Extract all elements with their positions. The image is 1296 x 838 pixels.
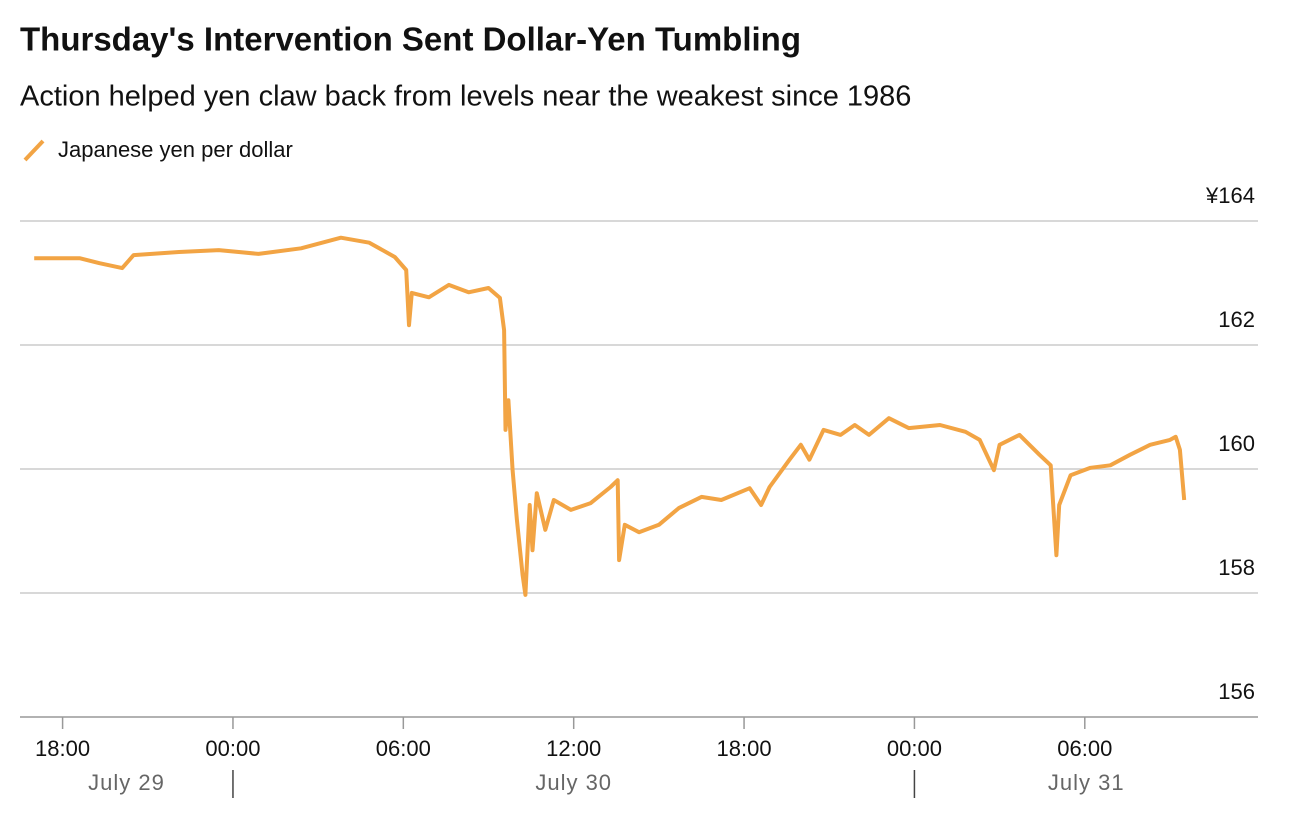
x-tick-label: 18:00 bbox=[717, 736, 772, 761]
y-tick-label: 156 bbox=[1218, 679, 1255, 704]
date-label: July 30 bbox=[535, 770, 612, 795]
y-tick-label: 162 bbox=[1218, 307, 1255, 332]
chart-title: Thursday's Intervention Sent Dollar-Yen … bbox=[20, 21, 801, 58]
x-tick-label: 00:00 bbox=[887, 736, 942, 761]
legend-label: Japanese yen per dollar bbox=[58, 137, 293, 162]
y-tick-label: ¥164 bbox=[1205, 183, 1255, 208]
series-line bbox=[34, 235, 1187, 597]
x-tick-label: 18:00 bbox=[35, 736, 90, 761]
x-tick-label: 00:00 bbox=[205, 736, 260, 761]
chart-subtitle: Action helped yen claw back from levels … bbox=[20, 81, 911, 113]
y-tick-label: 160 bbox=[1218, 431, 1255, 456]
x-tick-label: 12:00 bbox=[546, 736, 601, 761]
x-tick-label: 06:00 bbox=[376, 736, 431, 761]
y-tick-label: 158 bbox=[1218, 555, 1255, 580]
x-tick-label: 06:00 bbox=[1057, 736, 1112, 761]
date-label: July 29 bbox=[88, 770, 165, 795]
date-label: July 31 bbox=[1048, 770, 1125, 795]
legend-swatch bbox=[23, 139, 45, 162]
